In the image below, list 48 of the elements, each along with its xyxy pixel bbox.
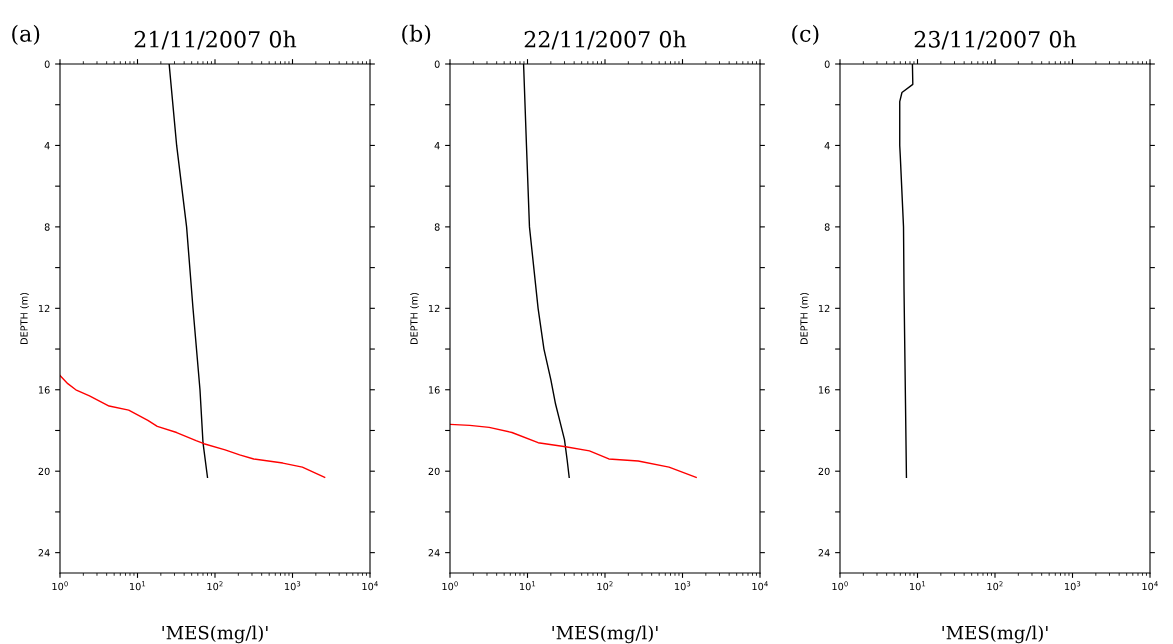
chart-title: 23/11/2007 0h [914,30,1077,50]
y-tick-label: 12 [818,304,830,313]
x-tick-label: 10$^{3}$ [1065,581,1081,591]
y-tick-label: 8 [44,223,50,231]
y-axis-title: DEPTH (m) [410,292,419,344]
text: (b) [402,24,431,46]
x-tick-label: 10$^{1}$ [910,581,926,591]
x-tick-label: 10$^{4}$ [362,581,378,591]
x-axis-title: 'MES(mg/l)' [552,625,658,644]
x-tick-label: 10$^{2}$ [987,581,1003,591]
y-tick-label: 12 [38,304,50,313]
x-tick-label: 10$^{3}$ [285,581,301,591]
y-tick-label: 20 [428,467,440,476]
x-tick-label: 10$^{4}$ [752,581,768,591]
x-tick-label: 10$^{2}$ [207,581,223,591]
y-tick-label: 4 [434,142,440,150]
x-tick-label: 10$^{0}$ [52,581,68,591]
text: (c) [792,24,819,46]
x-tick-label: 10$^{1}$ [520,581,536,591]
y-tick-label: 12 [428,304,440,313]
y-tick-label: 4 [824,142,830,150]
y-tick-label: 0 [434,60,440,68]
y-axis-title: DEPTH (m) [20,292,29,344]
y-tick-label: 24 [428,549,440,557]
x-tick-label: 10$^{3}$ [675,581,691,591]
y-tick-label: 24 [38,549,50,557]
x-tick-label: 10$^{4}$ [1142,581,1158,591]
y-tick-label: 8 [824,223,830,231]
x-axis-title: 'MES(mg/l)' [942,625,1048,644]
y-tick-label: 24 [818,549,830,557]
x-tick-label: 10$^{0}$ [442,581,458,591]
y-tick-label: 4 [44,142,50,150]
x-tick-label: 10$^{1}$ [130,581,146,591]
y-tick-label: 20 [818,467,830,476]
y-axis-title: DEPTH (m) [800,292,809,344]
x-tick-label: 10$^{2}$ [597,581,613,591]
text: (a) [12,24,40,46]
x-axis-title: 'MES(mg/l)' [162,625,268,644]
y-tick-label: 20 [38,467,50,476]
y-tick-label: 16 [428,386,440,394]
y-tick-label: 8 [434,223,440,231]
chart-title: 22/11/2007 0h [524,30,687,50]
y-tick-label: 0 [44,60,50,68]
chart-title: 21/11/2007 0h [134,30,297,50]
y-tick-label: 16 [818,386,830,394]
y-tick-label: 16 [38,386,50,394]
y-tick-label: 0 [824,60,830,68]
x-tick-label: 10$^{0}$ [832,581,848,591]
